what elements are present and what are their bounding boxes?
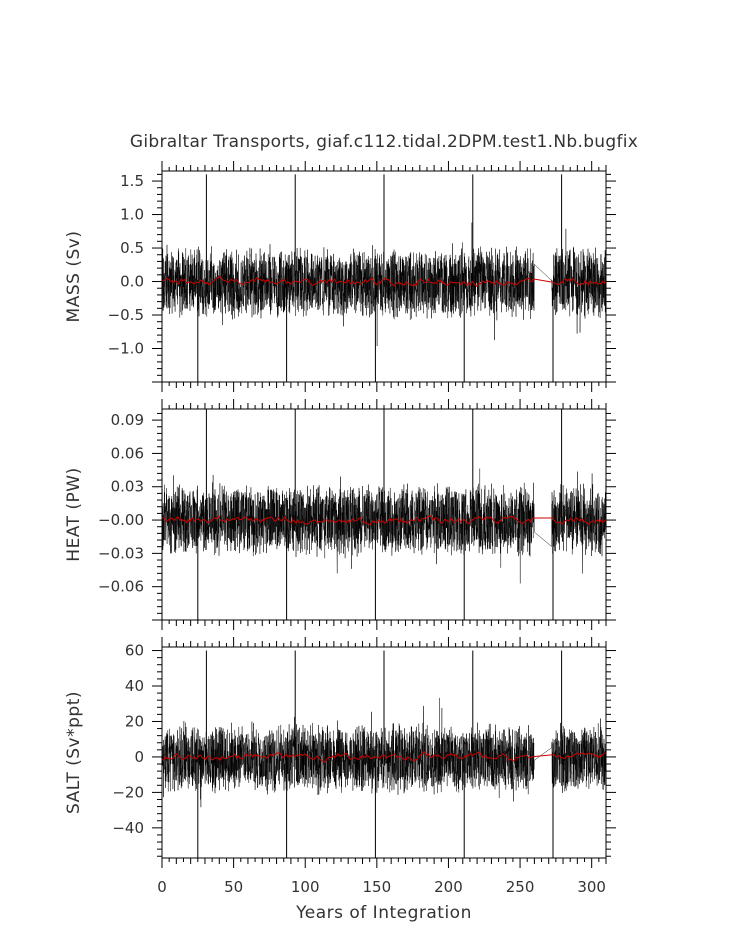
x-tick-label: 0 xyxy=(157,878,167,896)
y-tick-label: −1.0 xyxy=(108,340,144,358)
x-tick-label: 150 xyxy=(363,878,392,896)
y-tick-label: −20 xyxy=(112,783,144,801)
x-tick-label: 50 xyxy=(224,878,243,896)
smoothed-series-line xyxy=(162,276,606,288)
y-tick-label: −0.5 xyxy=(108,306,144,324)
smoothed-series-line xyxy=(162,751,606,763)
y-tick-label: −40 xyxy=(112,819,144,837)
x-axis-label: Years of Integration xyxy=(295,903,472,923)
y-tick-label: −0.06 xyxy=(98,578,144,596)
panel-salt: 0 50 100 150 200 250 300 −40 −20 0 20 40 60 SALT (Sv*… xyxy=(64,637,616,896)
plot-area-mass xyxy=(162,174,606,382)
x-tick-label: 200 xyxy=(434,878,463,896)
y-tick-label: 1.0 xyxy=(120,206,144,224)
plot-area-heat xyxy=(162,409,606,620)
y-axis-label-heat: HEAT (PW) xyxy=(64,467,84,561)
y-tick-label: −0.00 xyxy=(98,511,144,529)
y-axis-label-mass: MASS (Sv) xyxy=(64,231,84,323)
chart-title: Gibraltar Transports, giaf.c112.tidal.2D… xyxy=(130,132,638,152)
panel-mass: −1.0 −0.5 0.0 0.5 1.0 1.5 MASS (Sv) xyxy=(64,161,616,392)
x-tick-label: 250 xyxy=(506,878,535,896)
y-tick-label: 20 xyxy=(125,712,144,730)
y-tick-label: 1.5 xyxy=(120,172,144,190)
y-tick-label: −0.03 xyxy=(98,544,144,562)
plot-area-salt xyxy=(162,650,606,858)
y-tick-label: 0 xyxy=(134,748,144,766)
x-tick-label: 300 xyxy=(577,878,606,896)
y-tick-label: 0.09 xyxy=(111,411,144,429)
x-tick-label: 100 xyxy=(291,878,320,896)
y-axis-label-salt: SALT (Sv*ppt) xyxy=(64,691,84,814)
y-tick-label: 0.06 xyxy=(111,444,144,462)
y-tick-label: 40 xyxy=(125,677,144,695)
y-tick-label: 60 xyxy=(125,642,144,660)
y-tick-label: 0.5 xyxy=(120,239,144,257)
y-tick-label: 0.03 xyxy=(111,478,144,496)
panel-heat: −0.06 −0.03 −0.00 0.03 0.06 0.09 HEAT (PW) xyxy=(64,399,616,630)
smoothed-series-line xyxy=(162,515,606,526)
y-tick-label: 0.0 xyxy=(120,273,144,291)
